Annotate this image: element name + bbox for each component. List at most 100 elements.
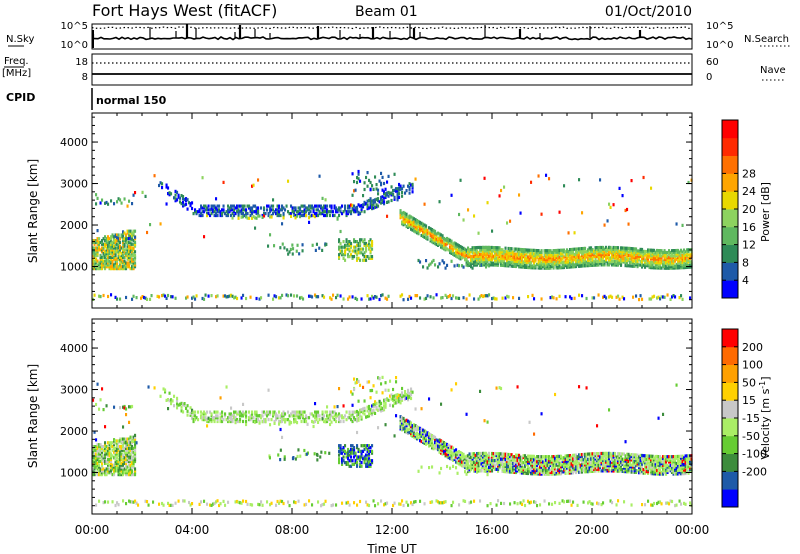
data-cell: [657, 262, 660, 267]
data-cell: [450, 250, 453, 254]
data-cell: [344, 251, 347, 255]
data-cell: [125, 233, 128, 237]
data-cell: [450, 504, 453, 508]
data-cell: [443, 238, 446, 242]
data-cell: [213, 501, 216, 505]
data-cell: [584, 260, 587, 264]
data-cell: [578, 178, 581, 182]
data-cell: [360, 461, 363, 465]
data-cell: [579, 262, 582, 266]
data-cell: [428, 432, 431, 436]
data-cell: [146, 297, 149, 301]
data-cell: [663, 266, 666, 270]
data-cell: [468, 263, 471, 267]
data-cell: [125, 439, 128, 443]
data-cell: [447, 449, 450, 453]
data-cell: [348, 410, 351, 414]
data-cell: [237, 216, 240, 220]
data-cell: [425, 430, 428, 434]
data-cell: [99, 265, 102, 269]
data-cell: [122, 242, 125, 246]
data-cell: [587, 260, 590, 264]
data-cell: [626, 264, 629, 268]
data-cell: [125, 248, 128, 252]
data-cell: [228, 412, 231, 416]
data-cell: [347, 297, 350, 301]
data-cell: [669, 250, 672, 255]
data-cell: [119, 246, 122, 250]
data-cell: [597, 259, 600, 264]
data-cell: [114, 439, 117, 443]
data-cell: [495, 459, 498, 463]
data-cell: [678, 264, 681, 268]
data-cell: [458, 296, 461, 300]
data-cell: [632, 247, 635, 251]
data-cell: [333, 410, 336, 414]
data-cell: [438, 443, 441, 447]
data-cell: [125, 465, 128, 469]
data-cell: [537, 174, 540, 178]
data-cell: [689, 255, 692, 259]
data-cell: [663, 250, 666, 255]
data-cell: [495, 453, 498, 457]
data-cell: [408, 218, 411, 222]
data-cell: [479, 457, 482, 461]
data-cell: [101, 255, 104, 259]
data-cell: [329, 412, 332, 416]
data-cell: [480, 458, 483, 462]
data-cell: [545, 259, 548, 263]
data-cell: [237, 500, 240, 504]
colorbar-swatch: [722, 137, 738, 156]
data-cell: [197, 210, 200, 214]
data-cell: [294, 501, 297, 505]
data-cell: [450, 246, 453, 250]
data-cell: [441, 296, 444, 300]
data-cell: [615, 251, 618, 255]
data-cell: [120, 469, 123, 473]
data-cell: [95, 202, 98, 206]
data-cell: [665, 257, 668, 262]
data-cell: [441, 234, 444, 238]
data-cell: [258, 421, 261, 425]
data-cell: [311, 206, 314, 210]
data-cell: [431, 444, 434, 448]
data-cell: [402, 212, 405, 216]
data-cell: [369, 389, 372, 393]
data-cell: [531, 259, 534, 263]
data-cell: [300, 295, 303, 300]
data-cell: [393, 172, 396, 176]
data-cell: [474, 453, 477, 457]
data-cell: [648, 250, 651, 254]
data-cell: [408, 422, 411, 426]
data-cell: [404, 393, 407, 397]
data-cell: [383, 202, 386, 206]
data-cell: [251, 210, 254, 214]
data-cell: [452, 247, 455, 251]
data-cell: [306, 208, 309, 212]
data-cell: [122, 463, 125, 467]
data-cell: [669, 297, 672, 301]
data-cell: [114, 467, 117, 471]
data-cell: [401, 190, 404, 195]
data-cell: [255, 296, 258, 301]
data-cell: [291, 414, 294, 418]
data-cell: [210, 208, 213, 212]
data-cell: [108, 248, 111, 252]
data-cell: [522, 263, 525, 267]
data-cell: [414, 230, 417, 234]
data-cell: [254, 210, 257, 214]
data-cell: [659, 252, 662, 256]
data-cell: [473, 246, 476, 250]
data-cell: [104, 201, 107, 205]
data-cell: [674, 256, 677, 260]
data-cell: [525, 253, 528, 257]
data-cell: [308, 216, 311, 220]
data-cell: [441, 236, 444, 240]
data-cell: [374, 400, 377, 404]
data-cell: [125, 263, 128, 267]
data-cell: [131, 246, 134, 250]
data-cell: [246, 212, 249, 216]
data-cell: [123, 469, 126, 473]
data-cell: [636, 258, 639, 262]
data-cell: [591, 263, 594, 267]
